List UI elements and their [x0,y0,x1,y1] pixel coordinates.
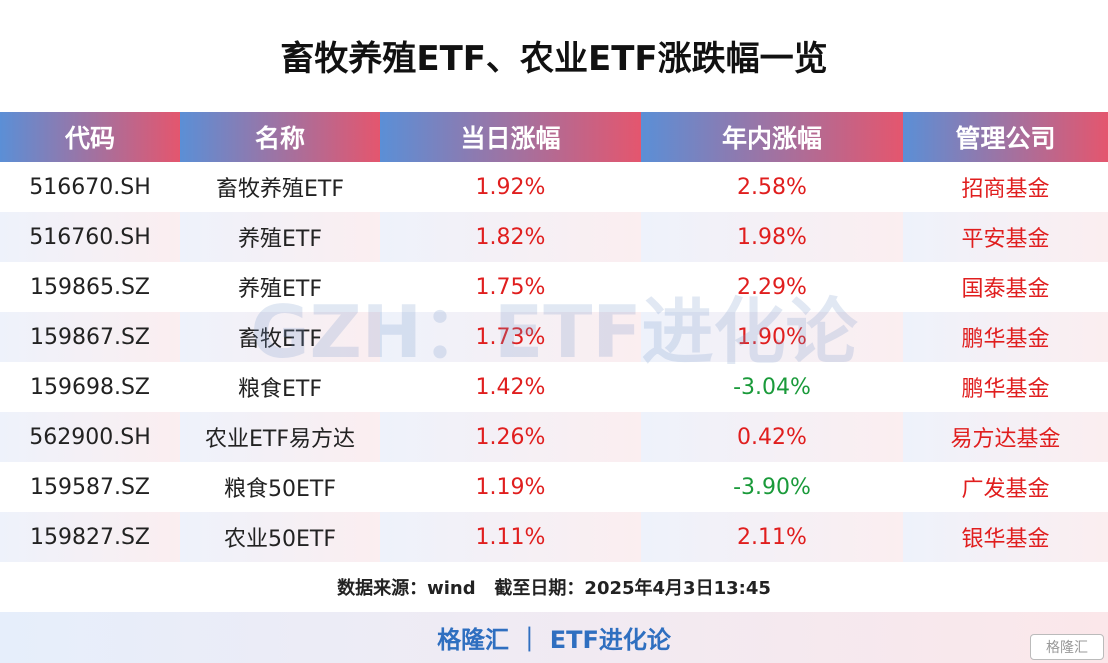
table-cell: 159587.SZ [0,462,180,512]
table-cell: 畜牧养殖ETF [180,162,380,212]
column-header: 当日涨幅 [380,112,641,162]
table-cell: 易方达基金 [903,412,1108,462]
table-cell: 516760.SH [0,212,180,262]
column-header: 年内涨幅 [641,112,903,162]
table-cell: 159698.SZ [0,362,180,412]
source-note: 数据来源：wind 截至日期：2025年4月3日13:45 [337,578,771,599]
table-cell: 2.11% [641,512,903,562]
table-cell: 0.42% [641,412,903,462]
title: 畜牧养殖ETF、农业ETF涨跌幅一览 [280,38,828,79]
table-cell: 国泰基金 [903,262,1108,312]
footer: 格隆汇 ｜ ETF进化论 [0,612,1108,663]
table-cell: 养殖ETF [180,262,380,312]
table-cell: 养殖ETF [180,212,380,262]
table-cell: 广发基金 [903,462,1108,512]
table-cell: 1.42% [380,362,641,412]
table-cell: 农业ETF易方达 [180,412,380,462]
table-cell: 1.73% [380,312,641,362]
column-header: 管理公司 [903,112,1108,162]
table-cell: 1.19% [380,462,641,512]
table-cell: 1.98% [641,212,903,262]
table-cell: 畜牧ETF [180,312,380,362]
column-header: 名称 [180,112,380,162]
table-cell: 1.75% [380,262,641,312]
table-cell: 159827.SZ [0,512,180,562]
table-cell: 1.82% [380,212,641,262]
table-cell: 平安基金 [903,212,1108,262]
table-cell: 鹏华基金 [903,312,1108,362]
table-cell: 粮食ETF [180,362,380,412]
table-cell: 粮食50ETF [180,462,380,512]
table-cell: -3.04% [641,362,903,412]
column-header: 代码 [0,112,180,162]
table-cell: 银华基金 [903,512,1108,562]
table-cell: 1.90% [641,312,903,362]
table-cell: 1.11% [380,512,641,562]
table-cell: 1.92% [380,162,641,212]
table-cell: 562900.SH [0,412,180,462]
table-cell: 159865.SZ [0,262,180,312]
table-cell: 2.58% [641,162,903,212]
table-cell: 1.26% [380,412,641,462]
table-cell: -3.90% [641,462,903,512]
table-cell: 农业50ETF [180,512,380,562]
table-cell: 鹏华基金 [903,362,1108,412]
table-cell: 516670.SH [0,162,180,212]
table-cell: 159867.SZ [0,312,180,362]
table-cell: 2.29% [641,262,903,312]
logo: 格隆汇 [1030,634,1104,660]
table-cell: 招商基金 [903,162,1108,212]
